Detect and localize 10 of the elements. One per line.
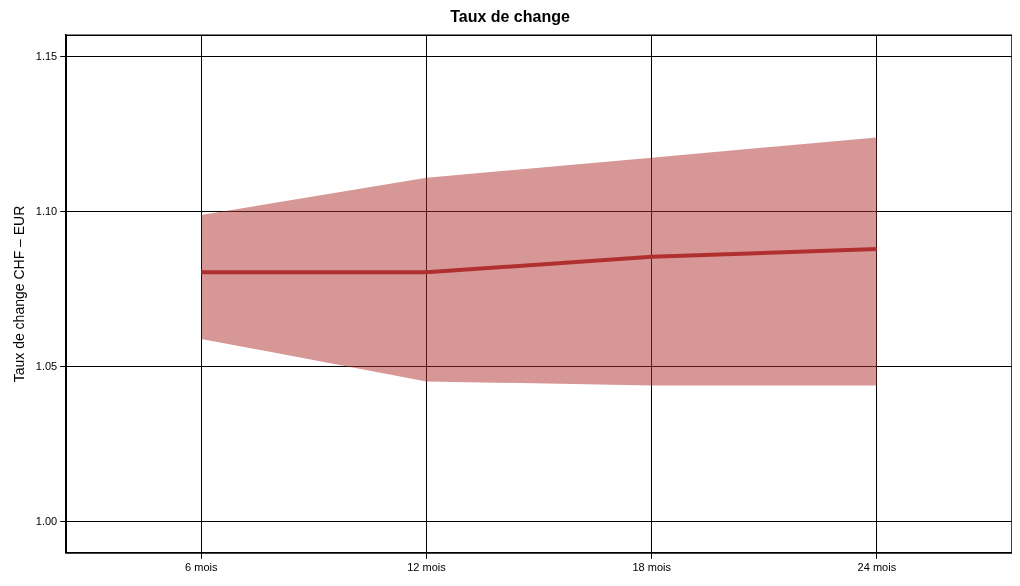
chart-title: Taux de change bbox=[450, 8, 570, 26]
y-tick-label: 1.05 bbox=[35, 359, 58, 372]
x-tick-label: 24 mois bbox=[857, 561, 897, 574]
x-tick-label: 6 mois bbox=[185, 561, 219, 574]
y-tick-label: 1.15 bbox=[35, 49, 58, 62]
y-tick-label: 1.00 bbox=[35, 514, 58, 527]
x-tick-label: 18 mois bbox=[632, 561, 672, 574]
y-axis-title: Taux de change CHF – EUR bbox=[11, 205, 28, 383]
x-tick-label: 12 mois bbox=[407, 561, 447, 574]
y-tick-label: 1.10 bbox=[35, 204, 58, 217]
